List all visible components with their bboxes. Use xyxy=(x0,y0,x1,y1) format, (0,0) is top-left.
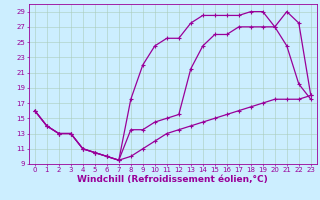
X-axis label: Windchill (Refroidissement éolien,°C): Windchill (Refroidissement éolien,°C) xyxy=(77,175,268,184)
